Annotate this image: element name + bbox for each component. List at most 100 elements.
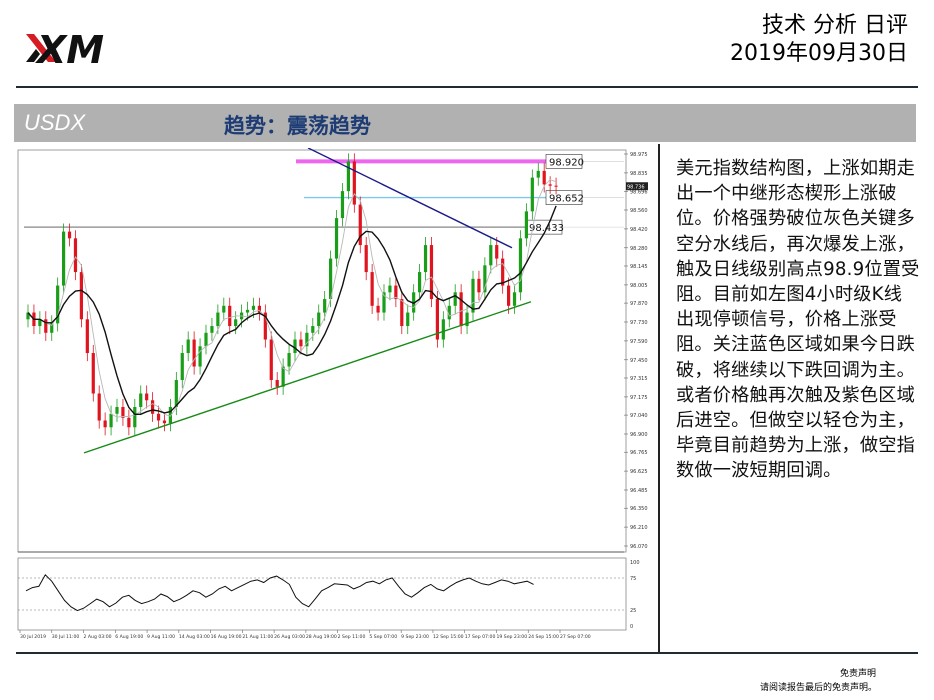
price-tick-label: 98.560 [630,208,648,214]
date-tick-label: 2 Sep 11:00 [338,634,366,640]
date-tick-label: 26 Aug 03:00 [274,634,305,640]
candle-body [151,400,155,414]
uptrend-support-line [83,301,532,454]
date-tick-label: 17 Sep 07:00 [465,634,496,640]
candle-body [56,285,60,324]
candle-body [26,312,30,320]
trend-label: 趋势：震荡趋势 [224,113,371,138]
xm-logo: XM [22,26,122,72]
logo-text: XM [35,28,104,70]
date-axis: 30 Jul 2019 30 Jul 11:00 2 Aug 03:00 6 Aug … [19,630,591,640]
candle-body [180,353,184,381]
candle-body [257,305,261,313]
price-tick-label: 97.590 [630,339,648,345]
candle-body [311,326,315,333]
price-tick-label: 97.040 [630,413,648,419]
candle-body [109,413,113,428]
candle-body [281,366,285,387]
price-tick-label: 97.315 [630,376,648,382]
candle-body [382,292,386,313]
price-tick-label: 96.625 [630,469,648,475]
price-tick-label: 97.870 [630,301,648,307]
symbol-label: USDX [24,110,86,135]
candle-body [524,211,528,239]
price-tick-label: 97.730 [630,320,648,326]
current-price-label: 98.736 [627,184,645,190]
candle-body [174,380,178,408]
oscillator-scale-label: 25 [630,608,636,614]
price-tick-label: 97.450 [630,358,648,364]
candles [26,153,558,436]
candle-body [62,231,66,286]
disclaimer-text: 请阅读报告最后的免责声明。 [760,683,878,693]
candle-body [85,319,89,354]
candle-body [216,312,220,327]
oscillator-scale-label: 0 [630,624,633,630]
price-tick-label: 96.900 [630,432,648,438]
date-tick-label: 27 Sep 07:00 [560,634,591,640]
analysis-commentary: 美元指数结构图，上涨如期走出一个中继形态楔形上涨破位。价格强势破位灰色关键多空分… [676,158,920,482]
candle-body [483,265,487,293]
bottom-divider [16,652,918,654]
candle-body [293,339,297,354]
candle-body [507,285,511,306]
date-tick-label: 30 Jul 11:00 [52,634,80,640]
candle-body [287,353,291,367]
price-chart-svg: 98.975 98.835 98.696 98.560 98.420 98.280 98.1… [16,147,658,648]
candle-body [245,309,250,313]
candle-body [234,319,238,327]
candle-body [429,245,434,300]
candle-body [204,332,208,347]
date-tick-label: 5 Sep 07:00 [369,634,397,640]
candle-body [317,312,321,327]
candle-body [447,305,451,320]
candle-body [103,420,107,428]
symbol-banner: USDX 趋势：震荡趋势 [14,104,916,142]
price-tick-label: 98.005 [630,283,648,289]
candle-body [412,292,416,313]
candle-body [162,420,167,424]
oscillator-scale-label: 75 [630,576,636,582]
level-label: 98.920 [549,157,584,168]
candle-body [376,305,380,313]
report-date: 2019年09月30日 [730,41,908,66]
date-tick-label: 14 Aug 03:00 [179,634,210,640]
price-tick-label: 96.765 [630,450,648,456]
date-tick-label: 19 Sep 23:00 [496,634,527,640]
oscillator-panel-frame [17,557,627,631]
candle-body [38,319,42,327]
price-tick-label: 96.485 [630,488,648,494]
date-tick-label: 28 Aug 19:00 [306,634,337,640]
candle-body [263,312,267,340]
candle-body [139,393,143,408]
candle-body [394,285,398,300]
candle-body [251,305,256,310]
candle-body [222,305,226,313]
date-tick-label: 2 Aug 03:00 [84,634,112,640]
candle-body [67,231,72,239]
candle-body [406,312,410,327]
candle-body [269,339,273,381]
price-tick-label: 98.145 [630,264,648,270]
date-tick-label: 6 Aug 19:00 [115,634,143,640]
candle-body [400,299,404,327]
date-tick-label: 24 Sep 15:00 [528,634,559,640]
ma-fast-line [27,179,557,418]
candle-body [512,292,517,306]
candle-body [121,407,125,418]
candle-body [323,299,327,313]
price-tick-label: 97.175 [630,395,648,401]
level-label: 98.652 [549,194,584,205]
level-label-box [545,154,583,169]
oscillator-line [25,573,534,612]
candle-body [495,245,499,259]
candle-body [441,319,445,340]
candle-body [370,272,374,306]
report-header: 技术 分析 日评 2019年09月30日 [730,12,908,68]
date-tick-label: 16 Aug 19:00 [211,634,242,640]
candle-body [453,292,457,306]
price-tick-label: 96.070 [630,544,648,550]
candle-body [145,393,149,401]
candle-body [536,170,540,178]
candle-body [459,292,463,327]
